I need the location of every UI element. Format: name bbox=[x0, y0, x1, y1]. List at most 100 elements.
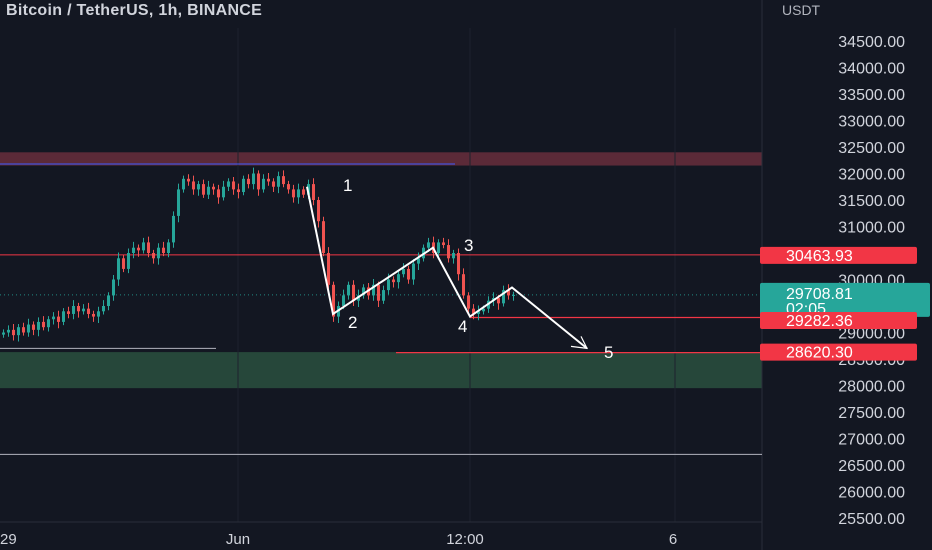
candle bbox=[127, 253, 130, 269]
candle bbox=[162, 247, 165, 253]
candle bbox=[497, 298, 500, 304]
y-axis: 34500.00 34000.00 33500.00 33000.00 32500.00… bbox=[838, 34, 905, 528]
candle bbox=[77, 306, 80, 312]
candle bbox=[167, 242, 170, 253]
y-tick: 25500.00 bbox=[838, 511, 905, 528]
chart-title: Bitcoin / TetherUS, 1h, BINANCE bbox=[6, 2, 263, 19]
support-zone bbox=[0, 352, 762, 389]
x-axis: 29 Jun 12:00 6 bbox=[0, 531, 677, 548]
level-tag bbox=[760, 343, 917, 361]
candle bbox=[62, 311, 65, 322]
candle bbox=[407, 268, 410, 280]
candle bbox=[102, 306, 105, 312]
candle bbox=[267, 178, 270, 182]
y-tick: 32500.00 bbox=[838, 140, 905, 157]
candle bbox=[177, 189, 180, 216]
candle bbox=[132, 247, 135, 253]
candle bbox=[282, 176, 285, 185]
y-tick: 31500.00 bbox=[838, 193, 905, 210]
wave-layer: 1 2 3 4 5 bbox=[306, 176, 613, 362]
level-tag bbox=[760, 246, 917, 264]
candle bbox=[107, 295, 110, 306]
candle bbox=[342, 295, 345, 306]
resistance-zone bbox=[0, 152, 762, 166]
y-tick: 28000.00 bbox=[838, 379, 905, 396]
candle bbox=[447, 245, 450, 259]
candle bbox=[212, 186, 215, 190]
level-tag-value: 30463.93 bbox=[786, 248, 853, 265]
candle bbox=[322, 221, 325, 253]
candle bbox=[347, 284, 350, 296]
candle bbox=[512, 294, 515, 296]
candle bbox=[297, 189, 300, 198]
price-unit: USDT bbox=[782, 2, 821, 18]
x-tick: 6 bbox=[669, 531, 677, 548]
y-tick: 32000.00 bbox=[838, 167, 905, 184]
candle bbox=[7, 329, 10, 333]
candle bbox=[452, 253, 455, 259]
levels-layer bbox=[0, 163, 762, 455]
level-tag-value: 29282.36 bbox=[786, 313, 853, 330]
wave-label-2: 2 bbox=[348, 313, 357, 332]
candle bbox=[417, 258, 420, 264]
wave-label-5: 5 bbox=[604, 343, 613, 362]
candle bbox=[222, 186, 225, 198]
candle bbox=[27, 324, 30, 333]
candle bbox=[32, 324, 35, 330]
candle bbox=[352, 284, 355, 301]
candle bbox=[467, 295, 470, 309]
candle bbox=[197, 184, 200, 190]
candle bbox=[52, 316, 55, 320]
candle bbox=[262, 178, 265, 190]
candle bbox=[412, 263, 415, 280]
candle bbox=[237, 189, 240, 193]
candle bbox=[302, 189, 305, 195]
candle bbox=[332, 284, 335, 317]
y-tick: 34000.00 bbox=[838, 61, 905, 78]
candle bbox=[402, 268, 405, 275]
candle bbox=[87, 308, 90, 314]
wave-label-1: 1 bbox=[343, 176, 352, 195]
candle bbox=[112, 279, 115, 296]
candle bbox=[472, 308, 475, 314]
candle bbox=[57, 316, 60, 322]
candle bbox=[247, 178, 250, 185]
candle bbox=[92, 313, 95, 317]
candle bbox=[67, 311, 70, 314]
level-tag-value: 28620.30 bbox=[786, 345, 853, 362]
candle bbox=[97, 311, 100, 317]
level-tag bbox=[760, 312, 917, 329]
wave-label-4: 4 bbox=[458, 317, 467, 336]
y-tick: 26000.00 bbox=[838, 485, 905, 502]
candle bbox=[317, 200, 320, 222]
candle bbox=[82, 308, 85, 312]
arrow-head bbox=[570, 336, 589, 350]
x-tick: Jun bbox=[226, 531, 250, 548]
candle bbox=[292, 189, 295, 198]
candle bbox=[17, 327, 20, 336]
candle bbox=[507, 290, 510, 296]
candle bbox=[387, 279, 390, 291]
x-tick: 29 bbox=[0, 531, 17, 548]
candle bbox=[202, 184, 205, 195]
candle bbox=[362, 287, 365, 296]
candle bbox=[207, 186, 210, 195]
candle bbox=[327, 253, 330, 285]
candle bbox=[442, 242, 445, 246]
candle bbox=[397, 274, 400, 283]
candle bbox=[117, 258, 120, 280]
candle bbox=[242, 178, 245, 193]
candle bbox=[2, 332, 5, 335]
candle bbox=[372, 284, 375, 296]
candle bbox=[42, 321, 45, 328]
current-price-value: 29708.81 bbox=[786, 286, 853, 303]
y-tick: 33500.00 bbox=[838, 87, 905, 104]
y-tick: 26500.00 bbox=[838, 458, 905, 475]
candle bbox=[137, 247, 140, 251]
candle bbox=[72, 306, 75, 314]
candle bbox=[272, 181, 275, 187]
candle bbox=[482, 308, 485, 312]
candle bbox=[142, 242, 145, 251]
